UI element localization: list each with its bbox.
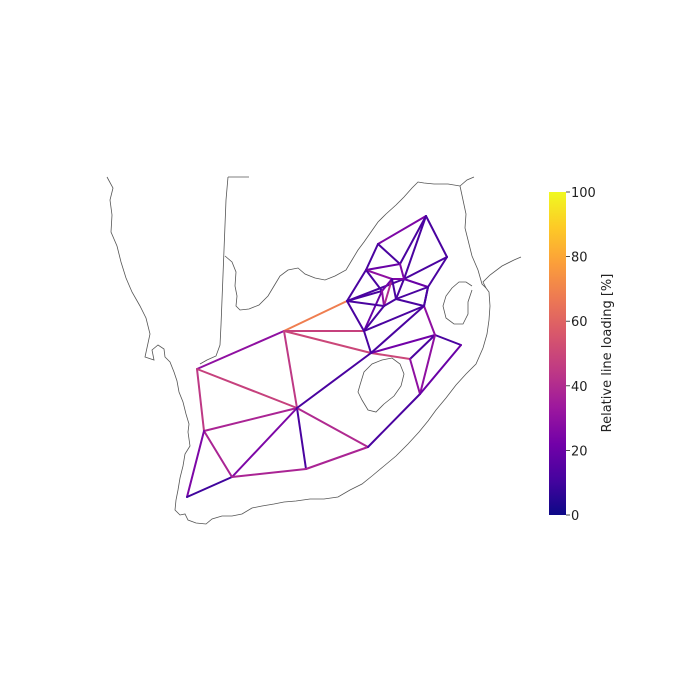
line-P-M <box>423 305 436 336</box>
line-R-M <box>370 305 425 354</box>
line-D-A <box>399 215 427 265</box>
line-F-K <box>391 278 397 300</box>
line-C-G <box>403 256 448 280</box>
line-T-W <box>196 368 205 432</box>
line-A-G <box>403 215 427 280</box>
line-T-V <box>196 368 298 409</box>
line-E-D <box>365 263 401 271</box>
line-B-A <box>377 215 427 245</box>
line-E-B <box>365 243 379 271</box>
colorbar-tick-label-100: 100 <box>571 186 596 201</box>
south-africa-coastline <box>106 176 522 525</box>
line-V-X <box>296 407 369 448</box>
eastern-border <box>442 185 487 325</box>
line-V-R <box>296 352 372 409</box>
line-G-K <box>395 278 405 300</box>
colorbar-tick-label-40: 40 <box>571 380 588 395</box>
line-F-L <box>383 278 393 307</box>
line-V-W <box>203 407 298 432</box>
line-J-E <box>346 269 367 302</box>
line-N-J <box>346 300 365 332</box>
colorbar-ticks: 0 20 40 60 80 100 <box>566 186 596 524</box>
line-J-I <box>346 290 383 302</box>
colorbar-gradient <box>549 192 566 515</box>
line-E-I <box>365 269 383 292</box>
line-O-J <box>283 300 348 332</box>
colorbar-tick-label-80: 80 <box>571 251 588 266</box>
colorbar: 0 20 40 60 80 100 Relative line loading [%] <box>549 186 615 524</box>
line-Y-X <box>305 446 369 470</box>
transmission-lines <box>186 215 462 498</box>
line-C-H <box>427 256 448 288</box>
line-W-AA <box>186 430 205 498</box>
line-B-D <box>377 243 401 265</box>
line-M-N <box>363 305 425 332</box>
line-N-I <box>363 290 383 332</box>
line-R-P <box>370 334 436 354</box>
line-S-P <box>409 334 436 360</box>
colorbar-tick-label-60: 60 <box>571 315 588 330</box>
line-D-G <box>399 263 405 280</box>
line-O-V <box>283 330 298 409</box>
line-Q-U <box>419 344 462 395</box>
lesotho-border <box>357 357 405 413</box>
line-X-U <box>367 393 421 448</box>
colorbar-label: Relative line loading [%] <box>600 274 615 433</box>
line-S-U <box>409 358 421 395</box>
line-O-R <box>283 330 372 354</box>
coastline-layer <box>106 176 522 525</box>
northern-border <box>224 176 475 311</box>
line-Z-Y <box>231 468 307 478</box>
line-O-T <box>196 330 285 370</box>
line-V-Y <box>296 407 307 470</box>
colorbar-tick-label-20: 20 <box>571 444 588 459</box>
line-R-S <box>370 352 411 360</box>
line-V-Z <box>231 407 298 478</box>
line-Z-AA <box>186 476 233 498</box>
line-M-K <box>395 298 425 307</box>
line-W-Z <box>203 430 233 478</box>
line-J-L <box>346 300 385 307</box>
line-H-M <box>423 286 429 307</box>
line-P-U <box>419 334 436 395</box>
line-A-C <box>425 215 448 258</box>
line-H-K <box>395 286 429 300</box>
line-E-F <box>365 269 393 280</box>
namibia-border <box>199 176 229 365</box>
line-I-L <box>381 290 385 307</box>
line-K-L <box>383 298 397 307</box>
line-R-N <box>363 330 372 354</box>
line-G-H <box>403 278 429 288</box>
line-P-Q <box>434 334 462 346</box>
line-F-I <box>381 278 393 292</box>
line-N-L <box>363 305 385 332</box>
colorbar-tick-label-0: 0 <box>571 509 579 524</box>
